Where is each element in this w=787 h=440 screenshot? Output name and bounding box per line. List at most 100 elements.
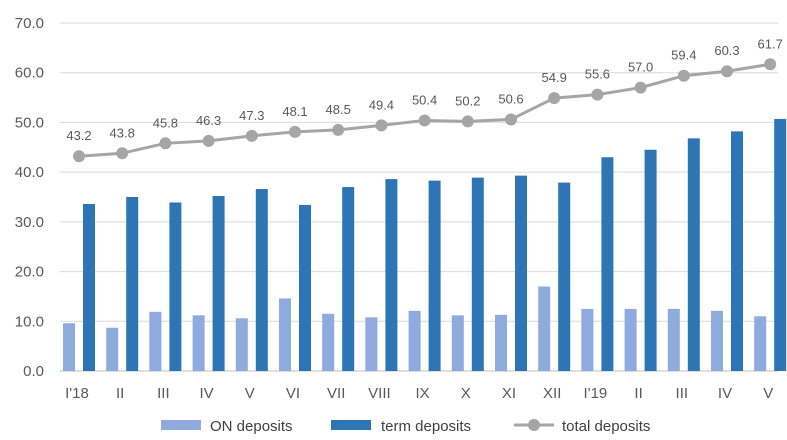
y-tick-label: 40.0 [15, 164, 44, 181]
bar-term-deposits [169, 202, 182, 371]
total-deposits-point [721, 65, 733, 78]
x-tick-label: VII [327, 385, 345, 402]
total-deposits-point [289, 125, 301, 138]
y-tick-label: 10.0 [15, 313, 44, 330]
total-deposits-point [764, 58, 777, 71]
x-tick-label: XI [502, 385, 516, 402]
bar-term-deposits [731, 131, 743, 371]
data-label: 50.6 [498, 91, 523, 106]
bar-on-deposits [322, 313, 335, 371]
bar-on-deposits [63, 323, 75, 371]
x-tick-label: XII [543, 385, 561, 402]
bar-term-deposits [342, 187, 355, 371]
bar-on-deposits [711, 310, 723, 371]
data-label: 48.5 [326, 102, 351, 117]
data-label: 43.2 [66, 128, 91, 143]
total-deposits-point [418, 114, 431, 127]
total-deposits-point [116, 147, 129, 160]
x-axis: I'18 II III IV V VI VII VIII IX X XI XII I'19 II III IV… [65, 385, 773, 402]
total-deposits-point [677, 69, 690, 82]
total-deposits-point [202, 134, 215, 147]
data-label: 45.8 [153, 115, 178, 130]
x-tick-label: V [245, 385, 255, 402]
total-deposits-point [548, 92, 561, 105]
total-deposits-point [375, 119, 388, 132]
x-tick-label: IV [718, 385, 732, 402]
legend-label-term-deposits: term deposits [381, 418, 471, 435]
bar-term-deposits [471, 177, 484, 371]
legend-label-on-deposits: ON deposits [210, 418, 293, 435]
total-deposits-point [245, 129, 258, 142]
y-tick-label: 30.0 [15, 214, 44, 231]
data-label: 60.3 [714, 43, 739, 58]
bar-term-deposits [687, 138, 700, 371]
bar-on-deposits [408, 310, 421, 371]
bar-term-deposits [644, 149, 657, 371]
bar-on-deposits [624, 308, 637, 371]
bar-on-deposits [495, 314, 507, 371]
bar-on-deposits [149, 311, 162, 371]
bar-on-deposits [106, 327, 119, 371]
total-deposits-polyline [78, 62, 771, 158]
x-tick-label: X [461, 385, 471, 402]
total-deposits-line: 43.2 43.8 45.8 46.3 47.3 48.1 48.5 49.4 50.4 50.2… [66, 36, 783, 163]
bar-term-deposits [774, 118, 787, 371]
data-label: 54.9 [542, 70, 567, 85]
bar-term-deposits [558, 182, 571, 371]
total-deposits-point [634, 81, 647, 94]
total-deposits-point [332, 123, 345, 136]
total-deposits-point [73, 150, 85, 163]
total-deposits-point [591, 88, 604, 101]
data-label: 59.4 [671, 48, 696, 63]
legend: ON deposits term deposits total deposits [161, 418, 650, 435]
bar-on-deposits [581, 308, 594, 371]
bar-on-deposits [667, 308, 680, 371]
x-tick-label: I'19 [584, 385, 608, 402]
bar-on-deposits [192, 315, 205, 371]
x-tick-label: III [157, 385, 170, 402]
total-deposits-point [505, 113, 517, 126]
bar-term-deposits [255, 189, 268, 371]
legend-swatch-term-deposits [331, 420, 371, 430]
data-label: 50.2 [455, 93, 480, 108]
data-label: 57.0 [628, 60, 653, 75]
data-label: 47.3 [239, 108, 264, 123]
bar-term-deposits [83, 203, 95, 371]
bar-on-deposits [279, 298, 291, 371]
y-axis: 0.0 10.0 20.0 30.0 40.0 50.0 60.0 70.0 [15, 15, 44, 380]
x-tick-label: VIII [368, 385, 391, 402]
y-tick-label: 0.0 [23, 363, 44, 380]
x-tick-label: IV [200, 385, 214, 402]
bars [63, 118, 787, 371]
data-label: 46.3 [196, 113, 221, 128]
bar-term-deposits [385, 179, 398, 371]
y-tick-label: 20.0 [15, 264, 44, 281]
y-tick-label: 50.0 [15, 114, 44, 131]
bar-on-deposits [754, 316, 767, 371]
bar-on-deposits [538, 286, 551, 371]
data-label: 55.6 [585, 67, 610, 82]
x-tick-label: I'18 [65, 385, 89, 402]
x-tick-label: II [116, 385, 124, 402]
x-tick-label: IX [416, 385, 430, 402]
x-tick-label: II [634, 385, 642, 402]
x-tick-label: III [676, 385, 689, 402]
bar-term-deposits [428, 180, 441, 371]
total-deposits-point [461, 115, 474, 128]
bar-term-deposits [212, 196, 225, 371]
data-label: 43.8 [110, 125, 135, 140]
total-deposits-point [159, 137, 172, 150]
bar-on-deposits [235, 318, 248, 371]
bar-term-deposits [126, 197, 139, 371]
data-label: 61.7 [758, 36, 783, 51]
y-tick-label: 70.0 [15, 15, 44, 32]
bar-term-deposits [299, 204, 311, 371]
legend-marker-total-deposits [528, 419, 540, 431]
data-label: 49.4 [369, 97, 394, 112]
bar-term-deposits [515, 175, 527, 371]
legend-swatch-on-deposits [161, 420, 201, 430]
data-label: 50.4 [412, 92, 437, 107]
bar-term-deposits [601, 157, 614, 371]
bar-on-deposits [365, 317, 378, 371]
